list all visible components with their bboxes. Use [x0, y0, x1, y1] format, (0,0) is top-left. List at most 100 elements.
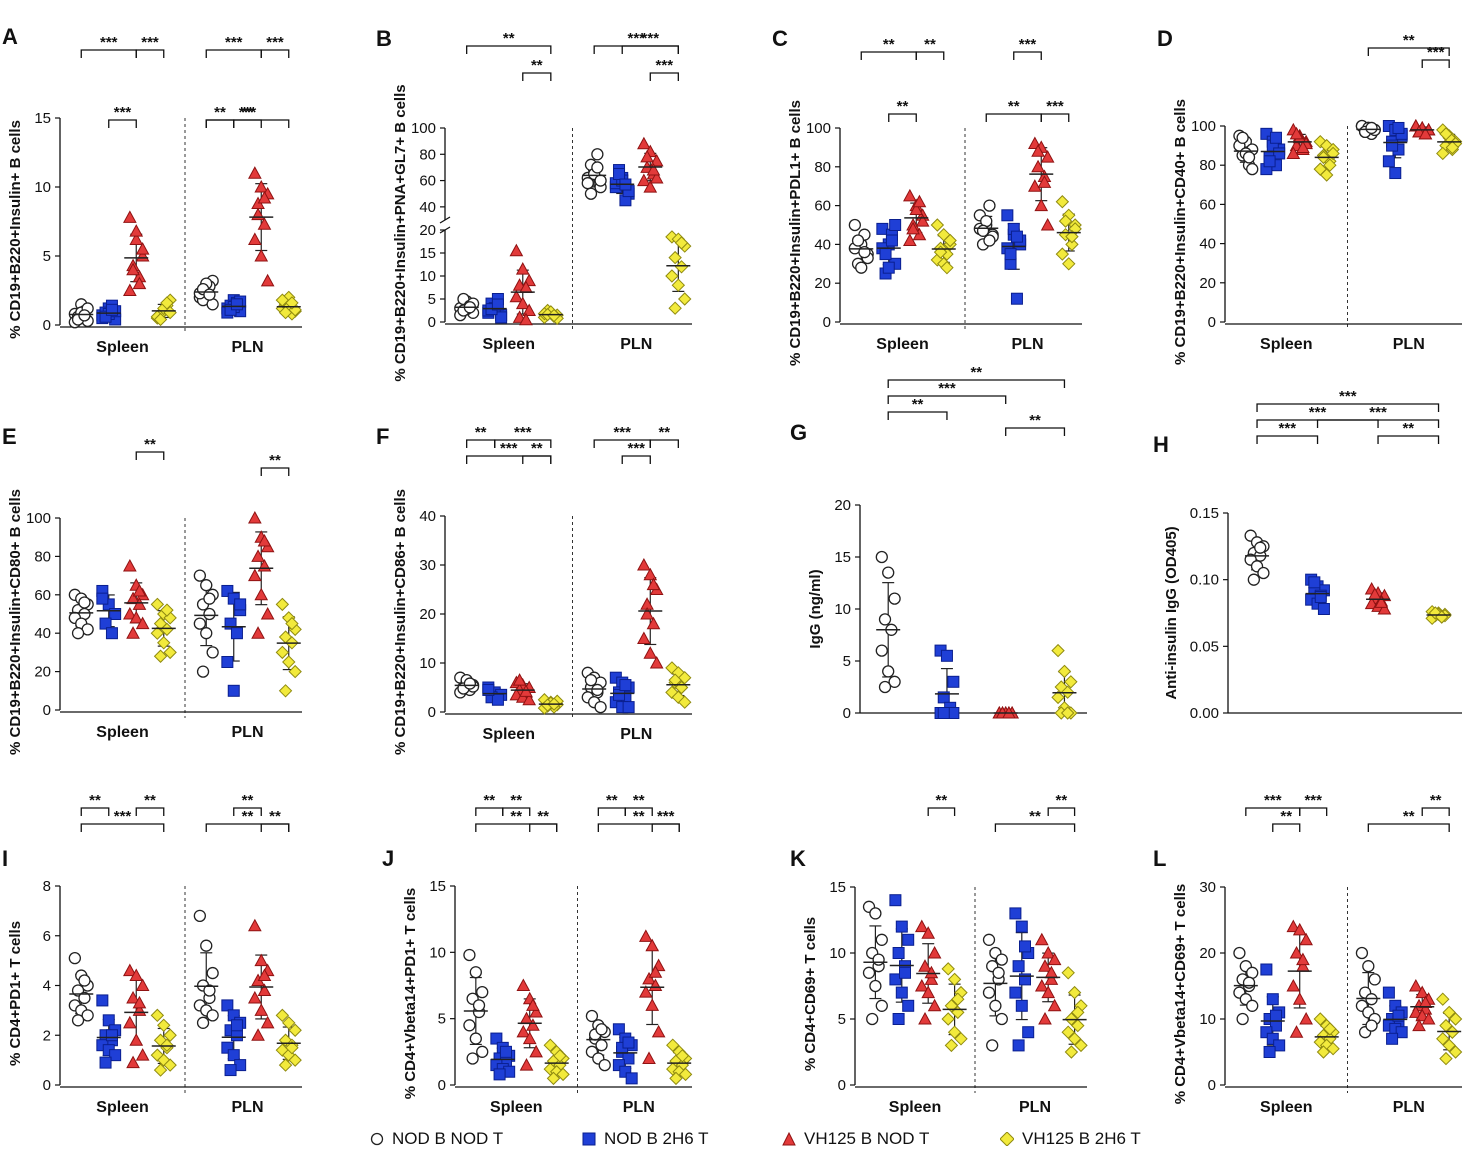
- data-point-triangle: [251, 207, 265, 221]
- bracket-line: [1005, 427, 1066, 436]
- y-tick-label: 20: [1199, 945, 1216, 962]
- data-point-diamond: [163, 1028, 177, 1042]
- data-point-diamond: [153, 1063, 168, 1077]
- significance-label: ***: [627, 440, 645, 457]
- data-point-circle: [855, 261, 868, 274]
- data-point-triangle: [257, 968, 272, 982]
- data-point-triangle: [248, 510, 262, 524]
- data-point-circle: [71, 1014, 85, 1027]
- data-point-square: [482, 683, 495, 696]
- significance-bracket: ***: [1040, 98, 1070, 122]
- y-tick-label: 100: [1191, 118, 1216, 135]
- significance-bracket: ***: [651, 808, 680, 832]
- data-point-diamond: [678, 292, 692, 306]
- legend-item-vh125-b-nod-t: VH125 B NOD T: [782, 1126, 929, 1152]
- data-point-triangle: [123, 1015, 137, 1029]
- bracket-line: [260, 467, 290, 476]
- data-point-diamond: [1051, 643, 1065, 658]
- data-point-square: [1308, 576, 1321, 589]
- data-point-circle: [466, 1052, 479, 1065]
- data-point-triangle: [132, 597, 147, 610]
- data-point-triangle: [260, 606, 275, 620]
- significance-bracket: **: [260, 808, 290, 832]
- data-point-triangle: [529, 1044, 543, 1058]
- data-point-circle: [463, 948, 476, 962]
- significance-label: **: [1403, 32, 1415, 49]
- significance-bracket: **: [1377, 420, 1440, 444]
- y-tick-label: 60: [419, 173, 436, 190]
- legend-label: VH125 B 2H6 T: [1022, 1129, 1141, 1148]
- data-point-triangle: [248, 568, 262, 582]
- y-tick-label: 80: [419, 146, 436, 163]
- data-point-diamond: [157, 1018, 171, 1033]
- data-point-triangle: [251, 1028, 265, 1041]
- significance-label: ***: [1309, 404, 1327, 421]
- data-point-triangle: [927, 945, 942, 959]
- panel-letter: H: [1153, 432, 1169, 457]
- data-point-diamond: [1067, 1032, 1082, 1046]
- data-point-triangle: [915, 214, 930, 227]
- data-point-square: [227, 684, 240, 697]
- data-point-triangle: [509, 243, 524, 257]
- data-point-triangle: [123, 283, 137, 296]
- data-point-circle: [196, 665, 210, 678]
- significance-bracket: **: [475, 792, 504, 816]
- data-point-square: [227, 1049, 240, 1062]
- data-point-diamond: [941, 962, 955, 976]
- data-point-triangle: [645, 998, 660, 1011]
- significance-bracket: **: [649, 424, 679, 448]
- data-point-triangle: [642, 1051, 656, 1064]
- data-point-triangle: [126, 990, 140, 1004]
- significance-label: **: [633, 808, 645, 825]
- x-category-label: PLN: [620, 726, 652, 743]
- y-tick-label: 60: [814, 198, 831, 215]
- data-point-triangle: [648, 965, 663, 978]
- data-point-square: [1260, 963, 1273, 976]
- significance-bracket: ***: [135, 34, 165, 58]
- data-point-diamond: [1436, 1032, 1450, 1046]
- significance-label: **: [242, 104, 254, 121]
- data-point-diamond: [1439, 1051, 1453, 1066]
- significance-label: **: [144, 436, 156, 453]
- data-point-diamond: [675, 1049, 690, 1063]
- significance-label: **: [1403, 808, 1415, 825]
- bracket-line: [887, 379, 1066, 388]
- data-point-triangle: [519, 312, 533, 326]
- data-point-diamond: [671, 278, 686, 292]
- data-point-circle: [1242, 976, 1256, 989]
- data-point-triangle: [516, 978, 531, 991]
- data-point-square: [1273, 1039, 1286, 1052]
- data-point-diamond: [1060, 706, 1075, 720]
- significance-label: ***: [514, 424, 532, 441]
- data-point-circle: [203, 984, 216, 997]
- y-axis-label: % CD19+B220+Insulin+PDL1+ B cells: [787, 100, 804, 366]
- data-point-triangle: [1299, 932, 1313, 946]
- significance-label: **: [475, 424, 487, 441]
- data-point-triangle: [646, 616, 661, 630]
- data-point-square: [612, 1059, 625, 1072]
- data-point-circle: [1365, 1019, 1378, 1032]
- data-point-circle: [463, 677, 477, 690]
- significance-bracket: **: [233, 792, 262, 816]
- y-tick-label: 0: [43, 702, 51, 719]
- bracket-line: [1272, 823, 1301, 832]
- data-point-triangle: [638, 929, 653, 942]
- significance-label: ***: [239, 104, 257, 121]
- significance-bracket: **: [1367, 32, 1450, 56]
- panel-a: A 0 5 10 15 % CD19+B220+Insulin+ B cells Splee…: [2, 24, 302, 356]
- data-point-circle: [193, 617, 207, 630]
- y-tick-label: 0.10: [1190, 572, 1219, 589]
- data-point-triangle: [254, 587, 269, 601]
- y-tick-label: 40: [34, 625, 51, 642]
- data-point-circle: [200, 579, 213, 592]
- x-category-label: Spleen: [483, 726, 535, 743]
- data-point-triangle: [129, 232, 144, 245]
- data-point-square: [230, 298, 243, 311]
- data-point-square: [230, 1019, 243, 1032]
- data-point-circle: [1355, 946, 1369, 960]
- data-point-square: [1015, 920, 1028, 933]
- data-point-triangle: [254, 1003, 269, 1016]
- panel-k: K 0 5 10 15 % CD4+CD69+ T cells Spleen PLN ** ** *…: [790, 792, 1088, 1116]
